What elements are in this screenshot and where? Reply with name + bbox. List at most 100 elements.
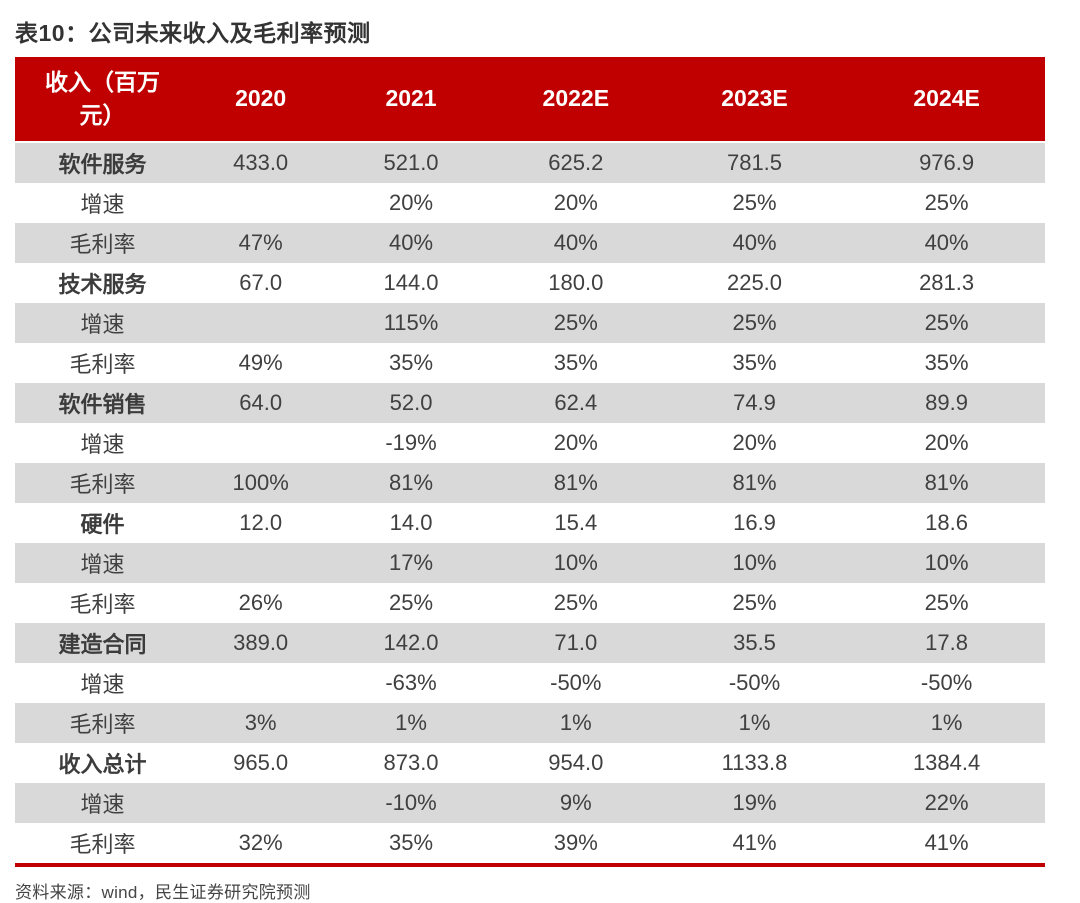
cell-value: 81% — [732, 470, 777, 495]
cell-value: 1% — [559, 710, 592, 735]
table-row: 增速 -63% -50% -50% -50% — [15, 663, 1045, 703]
row-label: 毛利率 — [69, 472, 136, 497]
row-label: 毛利率 — [69, 592, 136, 617]
row-label: 增速 — [80, 312, 125, 337]
cell-value: 1% — [738, 710, 771, 735]
cell-value: 25% — [924, 310, 969, 335]
column-header-2022e: 2022E — [542, 85, 610, 112]
cell-value — [190, 543, 331, 583]
table-row: 毛利率 26% 25% 25% 25% 25% — [15, 583, 1045, 623]
cell-value: 40% — [732, 230, 777, 255]
cell-value: 9% — [559, 790, 592, 815]
cell-value: 14.0 — [389, 510, 433, 535]
table-row: 技术服务 67.0 144.0 180.0 225.0 281.3 — [15, 263, 1045, 303]
cell-value: 20% — [732, 430, 777, 455]
table-bottom-rule — [15, 863, 1045, 867]
cell-value: 781.5 — [726, 150, 783, 175]
cell-value: 20% — [553, 190, 598, 215]
cell-value: 41% — [924, 830, 969, 855]
table-row: 毛利率 32% 35% 39% 41% 41% — [15, 823, 1045, 863]
cell-value: -63% — [385, 670, 437, 695]
row-label: 增速 — [80, 792, 125, 817]
row-label: 毛利率 — [69, 712, 136, 737]
cell-value: 10% — [553, 550, 598, 575]
row-label: 增速 — [80, 192, 125, 217]
cell-value: 12.0 — [239, 510, 283, 535]
table-row: 毛利率 47% 40% 40% 40% 40% — [15, 223, 1045, 263]
table-title: 表10：公司未来收入及毛利率预测 — [15, 20, 371, 46]
cell-value: 22% — [924, 790, 969, 815]
cell-value: 20% — [924, 430, 969, 455]
cell-value: 1384.4 — [912, 750, 981, 775]
cell-value: 1% — [930, 710, 963, 735]
row-label: 增速 — [80, 552, 125, 577]
row-label: 毛利率 — [69, 352, 136, 377]
table-row: 软件销售 64.0 52.0 62.4 74.9 89.9 — [15, 383, 1045, 423]
cell-value: 873.0 — [383, 750, 439, 775]
table-row: 软件服务 433.0 521.0 625.2 781.5 976.9 — [15, 143, 1045, 183]
cell-value: 25% — [732, 310, 777, 335]
row-label: 增速 — [80, 672, 125, 697]
cell-value: 25% — [389, 590, 434, 615]
row-label: 软件销售 — [58, 392, 147, 417]
row-label: 增速 — [80, 432, 125, 457]
cell-value: 142.0 — [383, 630, 439, 655]
cell-value: 20% — [553, 430, 598, 455]
cell-value: 35% — [553, 350, 598, 375]
cell-value: 25% — [553, 590, 598, 615]
cell-value: 35% — [389, 830, 434, 855]
table-row: 硬件 12.0 14.0 15.4 16.9 18.6 — [15, 503, 1045, 543]
cell-value: 433.0 — [233, 150, 289, 175]
table-row: 收入总计 965.0 873.0 954.0 1133.8 1384.4 — [15, 743, 1045, 783]
cell-value: 62.4 — [554, 390, 598, 415]
cell-value: 25% — [924, 190, 969, 215]
cell-value: 281.3 — [919, 270, 975, 295]
cell-value: 25% — [732, 590, 777, 615]
cell-value: 81% — [389, 470, 434, 495]
cell-value — [190, 663, 331, 703]
cell-value: 89.9 — [925, 390, 968, 415]
cell-value: 35% — [924, 350, 969, 375]
cell-value: 49% — [238, 350, 283, 375]
table-row: 增速 20% 20% 25% 25% — [15, 183, 1045, 223]
cell-value — [190, 783, 331, 823]
row-label: 技术服务 — [58, 272, 147, 297]
cell-value: 52.0 — [389, 390, 433, 415]
table-row: 增速 115% 25% 25% 25% — [15, 303, 1045, 343]
column-header-2021: 2021 — [385, 85, 437, 112]
cell-value: 74.9 — [733, 390, 776, 415]
cell-value: 35% — [732, 350, 777, 375]
row-label: 毛利率 — [69, 232, 136, 257]
row-label: 建造合同 — [58, 632, 147, 657]
column-header-2023e: 2023E — [721, 85, 788, 112]
cell-value — [190, 423, 331, 463]
cell-value: 18.6 — [925, 510, 968, 535]
cell-value: 26% — [238, 590, 283, 615]
table-body: 软件服务 433.0 521.0 625.2 781.5 976.9 增速 20% 20% 25%… — [15, 143, 1045, 863]
table-row: 增速 -10% 9% 19% 22% — [15, 783, 1045, 823]
row-label: 毛利率 — [69, 832, 136, 857]
table-row: 增速 17% 10% 10% 10% — [15, 543, 1045, 583]
table-row: 建造合同 389.0 142.0 71.0 35.5 17.8 — [15, 623, 1045, 663]
cell-value: -10% — [385, 790, 437, 815]
cell-value: 954.0 — [548, 750, 604, 775]
cell-value — [190, 183, 331, 223]
cell-value: 19% — [732, 790, 777, 815]
cell-value: 625.2 — [548, 150, 604, 175]
cell-value: 64.0 — [239, 390, 283, 415]
cell-value: -50% — [920, 670, 973, 695]
cell-value: -19% — [385, 430, 437, 455]
cell-value: -50% — [728, 670, 781, 695]
cell-value: 67.0 — [239, 270, 283, 295]
cell-value: 41% — [732, 830, 777, 855]
table-row: 毛利率 100% 81% 81% 81% 81% — [15, 463, 1045, 503]
cell-value: 17.8 — [925, 630, 968, 655]
cell-value: 81% — [553, 470, 598, 495]
row-label: 硬件 — [80, 512, 125, 537]
cell-value: 144.0 — [383, 270, 439, 295]
source-note: 资料来源：wind，民生证券研究院预测 — [15, 883, 311, 902]
forecast-table: 收入（百万元） 2020 2021 2022E 2023E 2024E 软件服务… — [15, 57, 1045, 863]
cell-value: 40% — [389, 230, 434, 255]
cell-value: 20% — [389, 190, 434, 215]
